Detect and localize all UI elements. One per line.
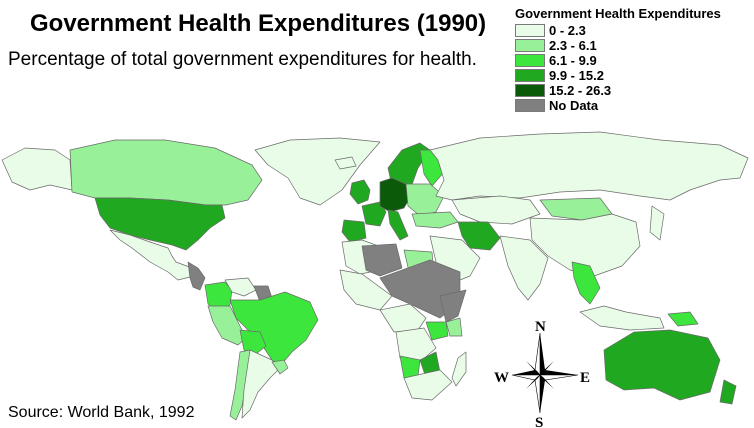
legend-title: Government Health Expenditures (515, 6, 721, 21)
region-central-africa (379, 303, 427, 333)
legend-swatch (515, 24, 545, 37)
region-china (529, 213, 641, 277)
region-usa (94, 197, 226, 251)
legend-item: 6.1 - 9.9 (515, 53, 750, 68)
region-east-africa (439, 289, 467, 323)
region-italy (387, 209, 409, 241)
legend-label: 2.3 - 6.1 (549, 38, 597, 53)
legend-label: 9.9 - 15.2 (549, 68, 604, 83)
legend-label: 15.2 - 26.3 (549, 83, 612, 98)
region-central-america (187, 261, 206, 291)
region-iran (457, 221, 501, 251)
compass-n-label: N (535, 319, 546, 335)
region-colombia (204, 281, 233, 313)
region-turkey (411, 211, 459, 229)
region-venezuela (224, 277, 257, 297)
legend-swatch (515, 99, 545, 112)
region-kenya (445, 317, 463, 337)
legend-item: 0 - 2.3 (515, 23, 750, 38)
region-iceland (334, 156, 357, 170)
map-subtitle: Percentage of total government expenditu… (8, 49, 477, 70)
legend-item: No Data (515, 98, 750, 113)
legend-label: 6.1 - 9.9 (549, 53, 597, 68)
legend-item: 15.2 - 26.3 (515, 83, 750, 98)
legend-swatch (515, 54, 545, 67)
legend-item: 9.9 - 15.2 (515, 68, 750, 83)
region-bolivia (239, 329, 267, 355)
compass-rose: N S E W (494, 319, 590, 428)
region-france (361, 201, 387, 227)
region-eastern-europe (405, 183, 445, 217)
region-indonesia (579, 305, 665, 331)
compass-s-label: S (535, 415, 543, 428)
region-japan (649, 205, 665, 241)
region-australia (603, 329, 721, 401)
region-brazil (229, 291, 319, 367)
compass-w-label: W (494, 370, 509, 386)
map-title: Government Health Expenditures (1990) (30, 10, 487, 37)
region-algeria (361, 243, 403, 277)
region-iberia (341, 219, 367, 243)
region-canada (69, 139, 263, 206)
region-alaska (1, 147, 73, 191)
region-germany-central (379, 177, 411, 213)
legend-swatch (515, 39, 545, 52)
legend-swatch (515, 84, 545, 97)
region-kazakhstan (451, 195, 541, 225)
region-madagascar (451, 351, 467, 387)
legend-item: 2.3 - 6.1 (515, 38, 750, 53)
region-uk-ireland (349, 179, 371, 205)
region-russia (429, 131, 749, 201)
region-south-africa (403, 369, 453, 401)
region-west-africa (339, 269, 393, 311)
region-namibia (399, 355, 421, 379)
region-png (667, 311, 699, 327)
region-tanzania (425, 321, 449, 341)
region-new-zealand (719, 379, 737, 405)
source-note: Source: World Bank, 1992 (8, 404, 195, 421)
region-uruguay (271, 359, 289, 375)
region-southeast-asia (571, 261, 601, 305)
legend-swatch (515, 69, 545, 82)
compass-e-label: E (580, 370, 590, 386)
region-india (499, 235, 549, 301)
region-greenland (254, 137, 381, 206)
legend-label: 0 - 2.3 (549, 23, 586, 38)
region-zaire-angola (395, 327, 437, 363)
legend-label: No Data (549, 98, 599, 113)
legend: Government Health Expenditures 0 - 2.3 2… (515, 6, 750, 113)
